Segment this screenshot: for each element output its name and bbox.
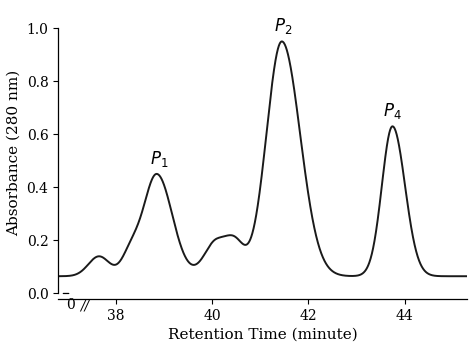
Text: $P_1$: $P_1$ (150, 149, 169, 169)
Text: 0: 0 (66, 298, 74, 312)
X-axis label: Retention Time (minute): Retention Time (minute) (168, 328, 357, 342)
Y-axis label: Absorbance (280 nm): Absorbance (280 nm) (7, 70, 21, 236)
Text: //: // (80, 298, 89, 312)
Text: $P_4$: $P_4$ (383, 101, 402, 121)
Text: $P_2$: $P_2$ (273, 16, 292, 36)
